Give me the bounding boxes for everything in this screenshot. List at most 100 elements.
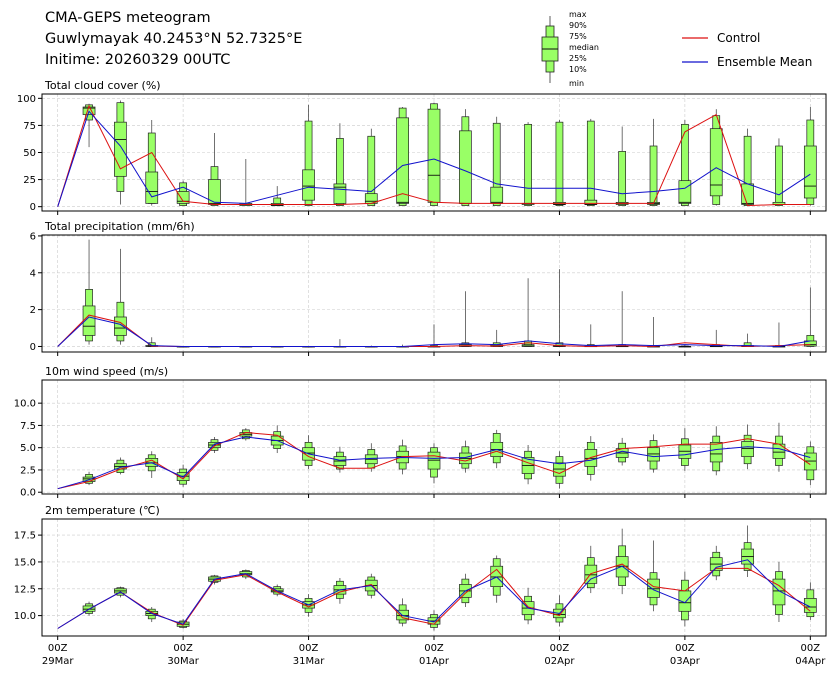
ensemble-box [490,116,504,206]
chart-title-model: CMA-GEPS meteogram [45,10,211,26]
ensemble-box [741,128,754,206]
chart-title-initime: Initime: 20260329 00UTC [45,52,231,68]
ensemble-box [647,316,660,348]
panel-title: Total cloud cover (%) [44,79,161,92]
ensemble-box [741,333,754,347]
control-line [57,431,811,490]
box-10-90 [618,151,627,206]
box-legend-label: 10% [569,65,587,74]
x-tick-label-time: 00Z [801,643,821,654]
box-10-90 [649,145,658,206]
x-tick-label-time: 00Z [173,643,193,654]
box-25-75 [803,340,817,347]
x-tick-label-time: 00Z [550,643,570,654]
ensemble-box [396,107,409,206]
y-tick-label: 0 [30,202,36,213]
box-25-75 [459,130,472,204]
ensemble-box [333,123,347,206]
box-25-75 [302,169,315,201]
ensemble-box [615,528,629,595]
ensemble-mean-line [57,436,811,490]
box-25-75 [709,441,723,463]
box-25-75 [490,186,504,204]
ensemble-box [584,436,598,481]
ensemble-box [553,269,566,347]
ensemble-box [427,443,441,484]
box-25-75 [709,128,723,197]
y-tick-label: 12.5 [14,584,36,595]
y-tick-label: 50 [23,148,36,159]
box-10-90 [775,145,783,206]
ensemble-box [145,120,159,206]
box-legend-label: median [569,43,599,52]
legend-control-label: Control [717,31,760,45]
box-25-75 [427,108,441,203]
ensemble-box [772,561,786,623]
ensemble-mean-line [57,110,811,207]
box-10-90 [681,123,689,206]
box-legend-label: 75% [569,32,587,41]
box-legend-label: min [569,79,584,88]
line-legend: Control Ensemble Mean [682,31,812,69]
ensemble-box [584,118,598,206]
y-tick-label: 2 [30,305,36,316]
ensemble-box [741,525,754,577]
ensemble-box [239,159,253,206]
ensemble-box [459,109,472,206]
box-legend-label: 25% [569,54,587,63]
y-tick-label: 5.0 [20,443,36,454]
y-tick-label: 25 [23,175,36,186]
ensemble-box [678,571,692,627]
ensemble-box [647,434,660,473]
ensemble-box [208,437,221,454]
ensemble-box [176,464,190,487]
y-tick-label: 75 [23,121,36,132]
y-tick-label: 17.5 [14,531,36,542]
box-10-90 [304,120,313,206]
chart-title-location: Guwlymayak 40.2453°N 52.7325°E [45,31,303,47]
ensemble-box [803,107,817,206]
ensemble-box [521,278,535,347]
ensemble-box [772,322,786,348]
ensemble-box [270,186,284,207]
box-10-90 [367,135,376,206]
ensemble-box [584,545,598,594]
box-25-75 [176,191,190,204]
ensemble-box [803,287,817,347]
ensemble-box [803,441,817,486]
ensemble-box [333,339,347,348]
box-legend-label: 90% [569,21,587,30]
ensemble-box [803,582,817,620]
box-legend: max 90% 75% median 25% 10% min [541,10,599,88]
ensemble-box [459,291,472,347]
y-tick-label: 0.0 [20,488,36,499]
ensemble-box [709,545,723,581]
control-line [57,563,811,629]
y-tick-label: 4 [30,268,36,279]
ensemble-box [709,109,723,206]
box-25-75 [145,171,159,204]
y-tick-label: 7.5 [20,421,36,432]
x-tick-label-date: 29Mar [42,656,74,667]
ensemble-box [521,122,535,206]
box-10-90 [492,122,501,206]
ensemble-box [772,138,786,206]
x-tick-label-date: 03Apr [670,656,701,667]
box-25-75 [772,578,786,606]
chart-title-block: CMA-GEPS meteogram Guwlymayak 40.2453°N … [45,8,302,71]
box-25-75 [647,578,660,598]
ensemble-box [114,457,127,475]
legend-ensemble-mean-label: Ensemble Mean [717,55,812,69]
ensemble-box [82,239,96,345]
ensemble-box [302,104,315,206]
y-tick-label: 15.0 [14,557,36,568]
box-25-75 [678,180,692,204]
y-tick-label: 10.0 [14,611,36,622]
ensemble-box [364,128,378,206]
x-tick-label-time: 00Z [48,643,68,654]
y-tick-label: 2.5 [20,465,36,476]
ensemble-box [709,426,723,476]
panel-title: 10m wind speed (m/s) [45,365,168,378]
box-10-90 [336,138,344,206]
